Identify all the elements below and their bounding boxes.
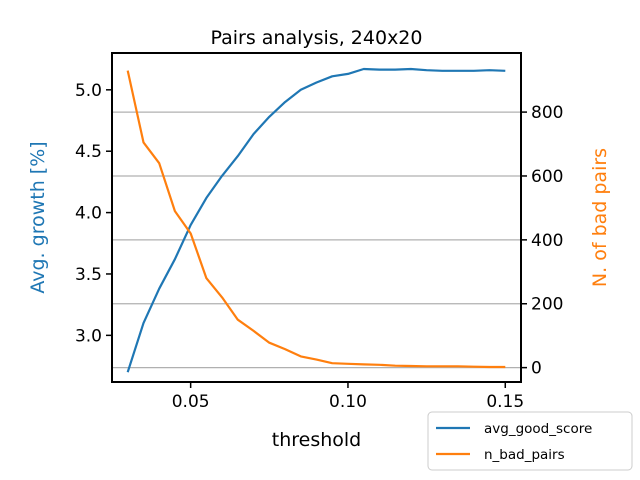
right-y-tick-label: 200 bbox=[531, 295, 563, 315]
legend-label-avg_good_score: avg_good_score bbox=[484, 421, 592, 437]
x-tick-label: 0.10 bbox=[329, 392, 367, 412]
x-tick-label: 0.15 bbox=[486, 392, 524, 412]
left-y-tick-label: 5.0 bbox=[75, 81, 102, 101]
left-y-tick-label: 4.5 bbox=[75, 142, 102, 162]
left-y-tick-label: 3.5 bbox=[75, 265, 102, 285]
series-line-n_bad_pairs bbox=[126, 70, 506, 369]
legend-box bbox=[427, 411, 633, 471]
chart-title: Pairs analysis, 240x20 bbox=[211, 27, 423, 49]
left-y-tick-label: 3.0 bbox=[75, 326, 102, 346]
ticks-layer: 0.05 0.10 0.15 3.0 3.5 4.0 4.5 5.0 0 200 400 600 800 bbox=[75, 81, 564, 412]
legend-label-n_bad_pairs: n_bad_pairs bbox=[484, 447, 565, 463]
right-y-tick-label: 0 bbox=[531, 359, 542, 379]
right-y-tick-label: 600 bbox=[531, 167, 563, 187]
right-y-axis-title: N. of bad pairs bbox=[589, 148, 611, 287]
left-y-tick-label: 4.0 bbox=[75, 204, 102, 224]
legend: avg_good_score n_bad_pairs bbox=[427, 411, 633, 471]
grid-lines bbox=[112, 111, 521, 369]
series-line-avg_good_score bbox=[126, 67, 506, 373]
right-y-tick-label: 800 bbox=[531, 103, 563, 123]
right-y-tick-label: 400 bbox=[531, 231, 563, 251]
x-axis-title: threshold bbox=[272, 429, 361, 451]
series-layer bbox=[126, 67, 506, 373]
x-tick-label: 0.05 bbox=[172, 392, 210, 412]
plot-frame bbox=[111, 52, 522, 383]
left-y-axis-title: Avg. growth [%] bbox=[27, 141, 49, 293]
